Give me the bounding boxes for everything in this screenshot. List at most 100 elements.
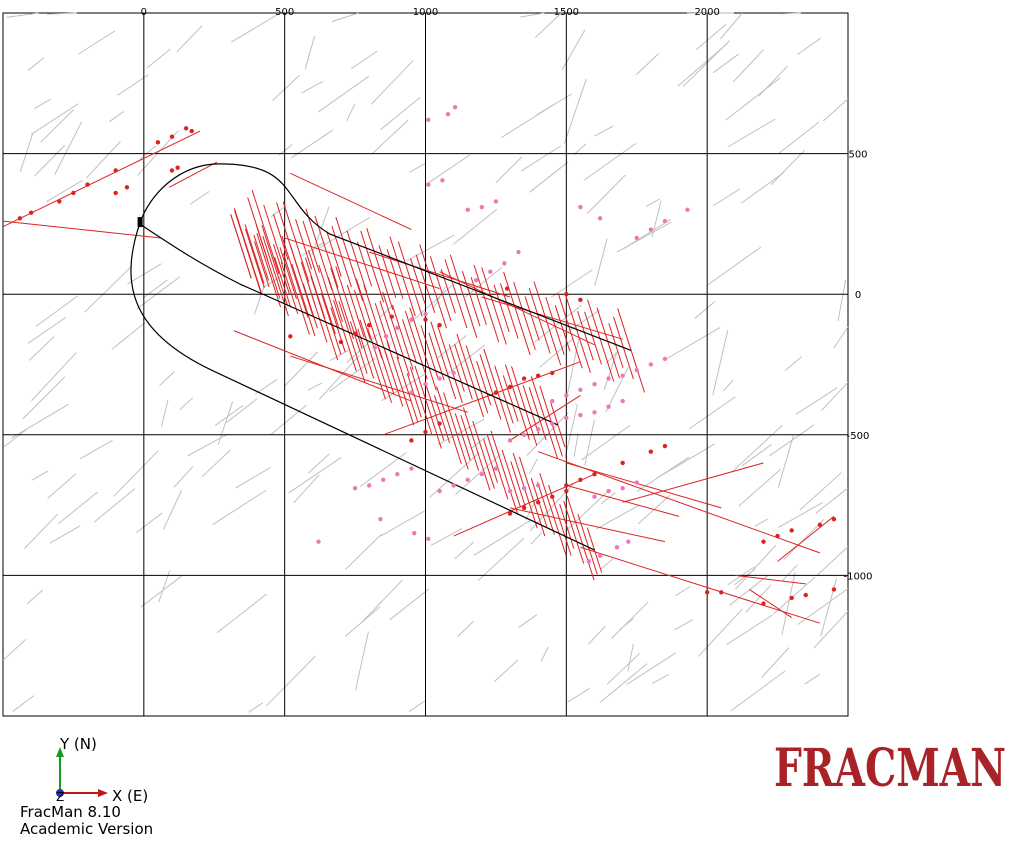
x-tick-label: 1000 — [413, 7, 438, 18]
microseismic-point — [395, 471, 400, 477]
stage-point — [17, 216, 23, 221]
background-fracture — [682, 40, 731, 87]
microseismic-point — [626, 539, 631, 544]
stage-fracture — [539, 473, 567, 556]
stage-point — [169, 168, 175, 173]
stage-fracture — [244, 228, 265, 288]
stage-fracture — [254, 241, 270, 288]
background-fracture — [269, 405, 307, 436]
background-fracture — [108, 111, 125, 123]
microseismic-point — [451, 483, 456, 488]
background-fracture — [518, 614, 538, 628]
background-fracture — [833, 326, 849, 349]
stage-fracture — [428, 332, 445, 381]
microseismic-point — [479, 471, 485, 477]
structural-fracture — [735, 574, 806, 585]
stage-fracture — [244, 224, 265, 284]
stage-fracture — [502, 375, 519, 422]
background-fracture — [784, 356, 803, 372]
z-axis-dot-icon — [56, 789, 64, 797]
x-tick-label: 2000 — [694, 7, 719, 18]
background-fracture — [216, 593, 267, 634]
stage-fracture — [584, 311, 602, 365]
microseismic-point — [535, 426, 541, 432]
microseismic-point — [507, 438, 513, 443]
background-fracture — [248, 702, 263, 713]
background-fracture — [176, 25, 203, 53]
background-fracture — [769, 424, 815, 457]
background-fracture — [712, 188, 741, 207]
background-fracture — [688, 396, 736, 430]
background-fracture — [113, 450, 159, 497]
microseismic-point — [423, 381, 428, 387]
structural-fracture — [2, 130, 201, 228]
background-fracture — [745, 584, 772, 613]
stage-point — [578, 297, 583, 303]
background-fractures — [2, 12, 849, 713]
stage-fracture — [481, 267, 507, 345]
background-fracture — [350, 50, 378, 70]
microseismic-point — [578, 412, 583, 418]
microseismic-point — [606, 376, 611, 381]
stage-fracture — [462, 407, 491, 491]
background-fracture — [530, 532, 543, 545]
background-fracture — [773, 576, 816, 615]
background-fracture — [4, 429, 27, 448]
background-fracture — [804, 673, 821, 685]
stage-fracture — [409, 366, 433, 436]
background-fracture — [6, 12, 39, 18]
stage-point — [521, 505, 527, 511]
microseismic-point — [488, 269, 493, 274]
stage-fracture — [479, 354, 502, 420]
stage-fracture — [263, 204, 284, 265]
background-fracture — [380, 304, 394, 318]
background-fracture — [586, 174, 626, 214]
background-fracture — [255, 378, 278, 395]
stage-fracture — [448, 344, 465, 392]
structural-fracture — [290, 172, 412, 230]
x-arrow-head-icon — [98, 789, 108, 797]
background-fracture — [477, 537, 525, 581]
background-fracture — [727, 118, 776, 148]
stage-fracture — [566, 496, 595, 581]
stage-fracture — [307, 281, 328, 343]
microseismic-point — [620, 486, 625, 491]
background-fracture — [272, 74, 300, 101]
background-fracture — [712, 53, 740, 74]
microseismic-point — [516, 249, 521, 255]
microseismic-point — [372, 345, 377, 350]
background-fracture — [34, 98, 52, 110]
background-fracture — [596, 505, 639, 530]
background-fracture — [226, 398, 258, 423]
stage-fracture — [504, 364, 530, 440]
stage-fracture — [608, 323, 624, 368]
microseismic-point — [395, 325, 400, 331]
background-fracture — [173, 466, 194, 488]
background-fracture — [781, 12, 801, 15]
background-fracture — [797, 37, 822, 55]
wellbore-lateral-middle — [139, 223, 559, 426]
background-fracture — [574, 143, 587, 155]
background-fracture — [31, 352, 77, 402]
background-fracture — [594, 125, 614, 137]
microseismic-point — [502, 261, 507, 266]
background-fracture — [162, 490, 183, 530]
stage-point — [789, 528, 794, 533]
background-fracture — [84, 265, 133, 313]
microseismic-point — [426, 182, 431, 187]
structural-fracture — [749, 589, 792, 618]
background-fracture — [12, 695, 35, 712]
stage-fracture — [318, 264, 340, 327]
version-label: FracMan 8.10 — [20, 803, 121, 821]
stage-fracture — [460, 415, 480, 471]
background-fracture — [495, 156, 523, 184]
background-fracture — [27, 316, 67, 344]
stage-point — [521, 376, 527, 381]
background-fracture — [565, 488, 611, 532]
stage-fracture — [443, 392, 469, 470]
stage-point — [761, 539, 766, 544]
background-fracture — [28, 336, 55, 361]
background-fracture — [40, 109, 74, 143]
microseismic-point — [535, 483, 541, 488]
